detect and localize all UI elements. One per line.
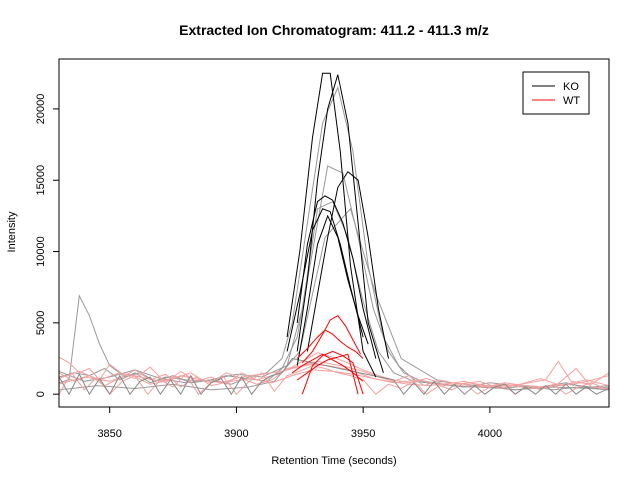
legend-label-wt: WT <box>563 95 580 107</box>
series-line-wt <box>301 350 364 395</box>
series-layer <box>59 72 609 396</box>
series-line-ko <box>296 195 377 359</box>
series-line-ko <box>59 165 609 390</box>
x-tick-label: 3950 <box>351 428 375 440</box>
x-tick-label: 3900 <box>224 428 248 440</box>
series-line-ko <box>296 214 369 366</box>
y-tick-label: 20000 <box>35 94 47 125</box>
legend-label-ko: KO <box>563 81 579 93</box>
series-line-wt <box>296 353 359 395</box>
series-line-ko <box>59 357 609 396</box>
series-line-ko <box>296 74 384 373</box>
series-line-wt <box>301 315 362 364</box>
series-line-ko <box>306 170 389 359</box>
plot-frame <box>58 58 610 408</box>
y-tick-label: 5000 <box>35 311 47 335</box>
series-line-wt <box>291 353 364 382</box>
legend: KO WT <box>522 71 590 115</box>
x-axis-label: Retention Time (seconds) <box>271 455 396 467</box>
series-line-ko <box>286 208 364 352</box>
x-tick-label: 3850 <box>97 428 121 440</box>
series-line-ko <box>286 72 377 378</box>
y-tick-label: 0 <box>35 391 47 397</box>
y-axis-label: Intensity <box>6 211 18 252</box>
series-line-ko <box>59 207 609 391</box>
chart-title: Extracted Ion Chromatogram: 411.2 - 411.… <box>179 22 489 38</box>
x-axis: 3850 3900 3950 4000 <box>97 407 502 440</box>
series-line-wt <box>296 329 364 359</box>
x-tick-label: 4000 <box>478 428 502 440</box>
series-line-wt <box>59 360 609 390</box>
y-tick-label: 15000 <box>35 165 47 196</box>
legend-box <box>522 71 590 115</box>
y-axis: 0 5000 10000 15000 20000 <box>35 94 59 397</box>
series-line-ko <box>59 85 609 391</box>
y-tick-label: 10000 <box>35 236 47 267</box>
